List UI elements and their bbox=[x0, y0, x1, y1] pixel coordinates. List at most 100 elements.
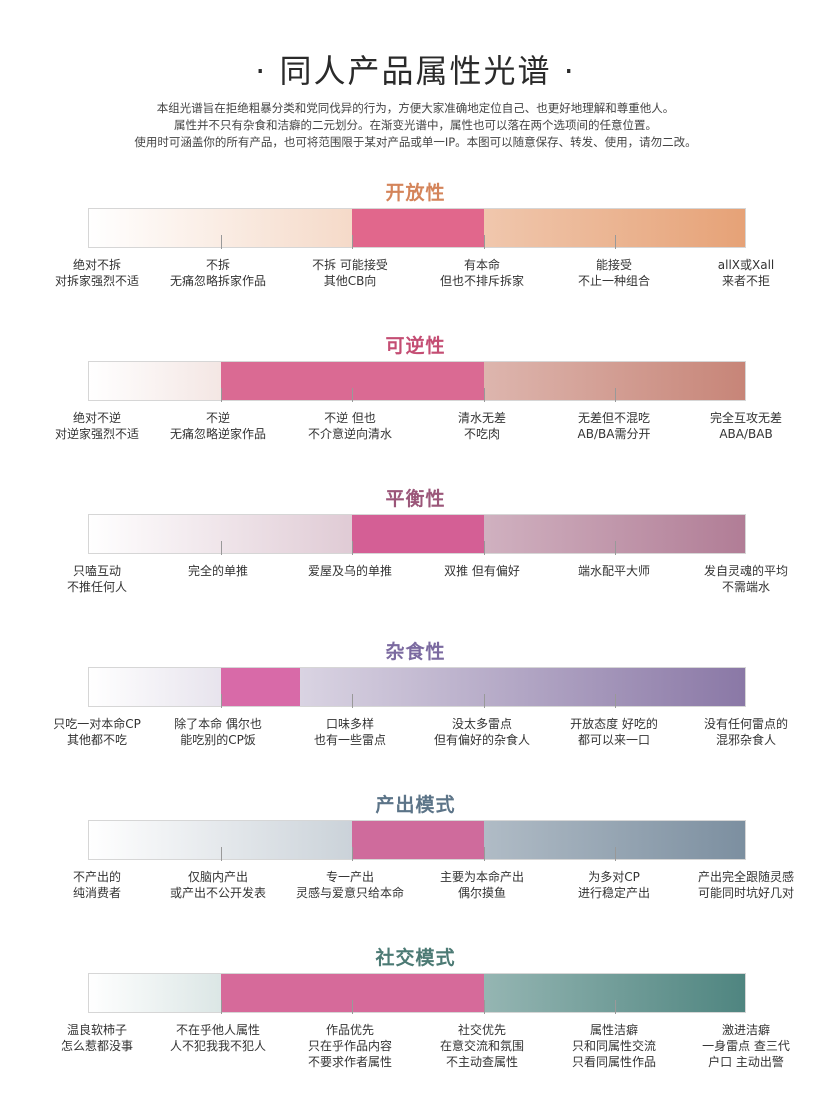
bar-tick bbox=[220, 388, 222, 402]
label-line: 只嗑互动 bbox=[72, 564, 121, 578]
label-line: 激进洁癖 bbox=[721, 1023, 770, 1037]
label-line: 只吃一对本命CP bbox=[53, 717, 141, 731]
spectrum-label: 完全互攻无差 ABA/BAB bbox=[681, 410, 811, 442]
bar-tick bbox=[483, 847, 485, 861]
bar-tick bbox=[352, 235, 354, 249]
label-line: 一身雷点 查三代 bbox=[702, 1039, 790, 1053]
label-line: 或产出不公开发表 bbox=[169, 886, 266, 900]
spectrum-bar bbox=[88, 973, 746, 1014]
page-title: · 同人产品属性光谱 · bbox=[255, 52, 576, 90]
spectrum-label: 口味多样也有一些雷点 bbox=[285, 716, 415, 748]
label-line: 不介意逆向清水 bbox=[307, 427, 392, 441]
bar-tick bbox=[220, 847, 222, 861]
bar-tick bbox=[352, 847, 354, 861]
label-line: 不拆 可能接受 bbox=[312, 258, 388, 272]
label-line: 只和同属性交流 bbox=[571, 1039, 656, 1053]
label-line: 温良软柿子 bbox=[66, 1023, 127, 1037]
spectrum-section: 杂食性 只吃一对本命CP 其他都不吃 除了本命 偶尔也 能吃别的CP饭 口味多样 也有一些雷… bbox=[0, 637, 831, 777]
spectrum-label: 属性洁癖只和同属性交流 只看同属性作品 bbox=[549, 1022, 679, 1070]
bar-tick bbox=[483, 1000, 485, 1014]
bar-tick bbox=[483, 235, 485, 249]
label-line: 口味多样 bbox=[325, 717, 374, 731]
spectrum-bar bbox=[88, 514, 746, 555]
label-line: AB/BA需分开 bbox=[577, 427, 651, 441]
label-line: allX或Xall bbox=[717, 258, 775, 272]
bar-tick bbox=[220, 235, 222, 249]
label-line: 无差但不混吃 bbox=[577, 411, 650, 425]
spectrum-label: 端水配平大师 bbox=[549, 563, 679, 579]
label-line: ABA/BAB bbox=[719, 427, 773, 441]
spectrum-section: 开放性 绝对不拆 对拆家强烈不适 不拆 无痛忽略拆家作品 不拆 可能接受 其他CB向 有本命但… bbox=[0, 178, 831, 318]
label-line: 无痛忽略逆家作品 bbox=[169, 427, 266, 441]
spectrum-bar bbox=[88, 361, 746, 402]
bar-tick bbox=[615, 694, 617, 708]
label-line: 不产出的 bbox=[72, 870, 121, 884]
spectrum-section: 社交模式 温良软柿子 怎么惹都没事 不在乎他人属性 人不犯我我不犯人 作品优先 只在乎作品内… bbox=[0, 943, 831, 1083]
spectrum-label: 能接受 不止一种组合 bbox=[549, 257, 679, 289]
bar-tick bbox=[615, 388, 617, 402]
bar-tick bbox=[615, 235, 617, 249]
label-line: 开放态度 好吃的 bbox=[570, 717, 658, 731]
spectrum-label: 激进洁癖 一身雷点 查三代 户口 主动出警 bbox=[681, 1022, 811, 1070]
bar-tick bbox=[220, 694, 222, 708]
label-line: 爱屋及乌的单推 bbox=[307, 564, 392, 578]
label-line: 完全互攻无差 bbox=[709, 411, 782, 425]
label-line: 主要为本命产出 bbox=[439, 870, 524, 884]
label-line: 也有一些雷点 bbox=[313, 733, 386, 747]
label-line: 在意交流和氛围 bbox=[439, 1039, 524, 1053]
spectrum-section: 平衡性 只嗑互动 不推任何人 完全的单推 爱屋及乌的单推 双推 但有偏好 端水配平大师 发自灵… bbox=[0, 484, 831, 624]
label-line: 属性洁癖 bbox=[589, 1023, 638, 1037]
spectrum-label: 不逆无痛忽略逆家作品 bbox=[153, 410, 283, 442]
spectrum-label: 开放态度 好吃的 都可以来一口 bbox=[549, 716, 679, 748]
label-line: 不推任何人 bbox=[66, 580, 127, 594]
section-title: 开放性 bbox=[385, 182, 446, 204]
spectrum-label: 无差但不混吃 AB/BA需分开 bbox=[549, 410, 679, 442]
spectrum-bar bbox=[88, 820, 746, 861]
spectrum-label: 有本命 但也不排斥拆家 bbox=[417, 257, 547, 289]
spectrum-label: 爱屋及乌的单推 bbox=[285, 563, 415, 579]
intro-line: 使用时可涵盖你的所有产品，也可将范围限于某对产品或单一IP。本图可以随意保存、转… bbox=[134, 135, 697, 149]
spectrum-label: 不逆 但也不介意逆向清水 bbox=[285, 410, 415, 442]
label-line: 社交优先 bbox=[457, 1023, 506, 1037]
spectrum-label: 专一产出 灵感与爱意只给本命 bbox=[285, 869, 415, 901]
label-line: 不逆 但也 bbox=[324, 411, 376, 425]
bar-tick bbox=[483, 388, 485, 402]
spectrum-label: 不在乎他人属性 人不犯我我不犯人 bbox=[153, 1022, 283, 1054]
spectrum-label: 温良软柿子 怎么惹都没事 bbox=[32, 1022, 162, 1054]
label-line: 灵感与爱意只给本命 bbox=[295, 886, 404, 900]
bar-tick bbox=[352, 1000, 354, 1014]
bar-tick bbox=[352, 388, 354, 402]
label-line: 都可以来一口 bbox=[577, 733, 650, 747]
spectrum-label: 社交优先在意交流和氛围 不主动查属性 bbox=[417, 1022, 547, 1070]
label-line: 人不犯我我不犯人 bbox=[169, 1039, 266, 1053]
intro-line: 属性并不只有杂食和洁癖的二元划分。在渐变光谱中，属性也可以落在两个选项间的任意位… bbox=[174, 118, 657, 132]
label-line: 不逆 bbox=[205, 411, 230, 425]
spectrum-label: 仅脑内产出 或产出不公开发表 bbox=[153, 869, 283, 901]
label-line: 可能同时坑好几对 bbox=[697, 886, 794, 900]
label-line: 不止一种组合 bbox=[577, 274, 650, 288]
label-line: 不需端水 bbox=[721, 580, 770, 594]
spectrum-bar bbox=[88, 667, 746, 708]
spectrum-label: 作品优先 只在乎作品内容 不要求作者属性 bbox=[285, 1022, 415, 1070]
section-title: 产出模式 bbox=[375, 794, 456, 816]
spectrum-label: 不拆 无痛忽略拆家作品 bbox=[153, 257, 283, 289]
label-line: 其他CB向 bbox=[323, 274, 377, 288]
intro-line: 本组光谱旨在拒绝粗暴分类和党同伐异的行为，方便大家准确地定位自己、也更好地理解和… bbox=[156, 101, 675, 115]
spectrum-label: 没有任何雷点的 混邪杂食人 bbox=[681, 716, 811, 748]
label-line: 只看同属性作品 bbox=[571, 1055, 656, 1069]
spectrum-label: 完全的单推 bbox=[153, 563, 283, 579]
label-line: 无痛忽略拆家作品 bbox=[169, 274, 266, 288]
highlight-segment bbox=[220, 668, 300, 706]
label-line: 来者不拒 bbox=[721, 274, 770, 288]
label-line: 没太多雷点 bbox=[451, 717, 512, 731]
spectrum-label: 主要为本命产出 偶尔摸鱼 bbox=[417, 869, 547, 901]
spectrum-label: 为多对CP 进行稳定产出 bbox=[549, 869, 679, 901]
spectrum-label: 只吃一对本命CP 其他都不吃 bbox=[32, 716, 162, 748]
label-line: 除了本命 偶尔也 bbox=[174, 717, 262, 731]
bar-tick bbox=[615, 847, 617, 861]
spectrum-label: 除了本命 偶尔也 能吃别的CP饭 bbox=[153, 716, 283, 748]
label-line: 不主动查属性 bbox=[445, 1055, 518, 1069]
spectrum-label: 不产出的 纯消费者 bbox=[32, 869, 162, 901]
bar-tick bbox=[615, 541, 617, 555]
highlight-segment bbox=[352, 821, 484, 859]
